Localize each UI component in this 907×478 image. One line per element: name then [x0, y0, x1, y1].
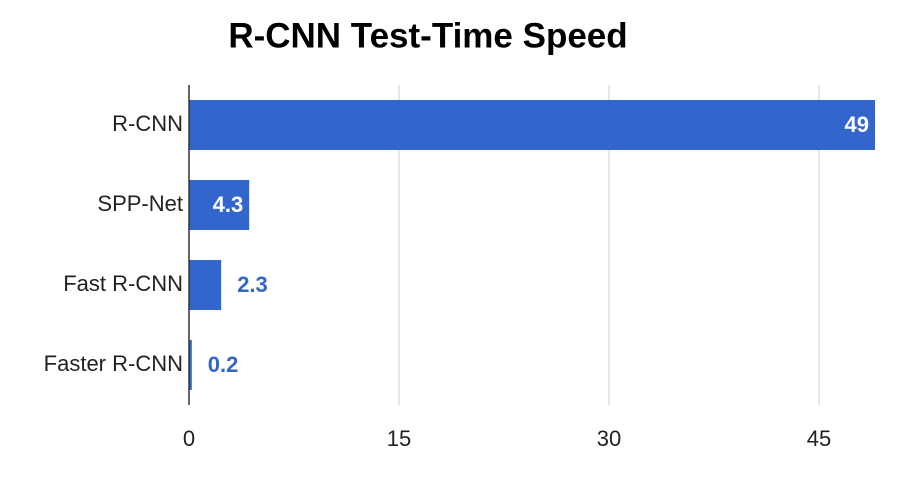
bar — [189, 260, 222, 310]
chart-title: R-CNN Test-Time Speed — [228, 16, 627, 55]
x-tick-label: 45 — [807, 426, 831, 451]
bar — [189, 340, 192, 390]
x-tick-label: 15 — [387, 426, 411, 451]
bar — [189, 100, 875, 150]
bar — [189, 180, 250, 230]
value-label: 4.3 — [213, 192, 244, 217]
y-tick-label: Faster R-CNN — [44, 351, 183, 376]
value-label: 0.2 — [208, 352, 239, 377]
x-tick-label: 0 — [183, 426, 195, 451]
value-label: 2.3 — [237, 272, 268, 297]
y-tick-label: SPP-Net — [97, 191, 183, 216]
y-tick-label: Fast R-CNN — [63, 271, 183, 296]
value-label: 49 — [845, 112, 869, 137]
y-tick-label: R-CNN — [112, 111, 183, 136]
x-tick-label: 30 — [597, 426, 621, 451]
